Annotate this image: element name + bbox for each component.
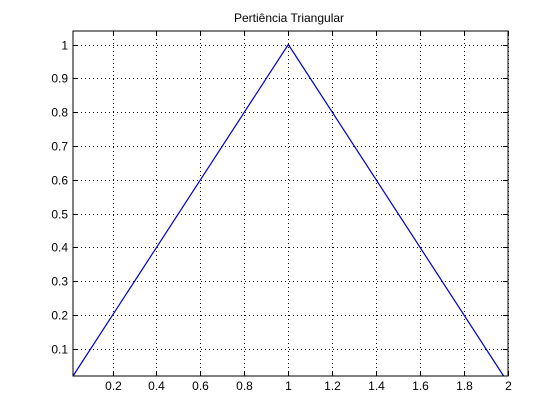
y-tick-label: 0.4: [51, 241, 68, 255]
y-tick-label: 1: [61, 39, 68, 53]
x-tick-label: 1.2: [324, 379, 341, 393]
x-tick-label: 1: [285, 379, 292, 393]
x-tick-label: 2: [505, 379, 512, 393]
x-tick-label: 1.4: [368, 379, 385, 393]
y-tick-label: 0.7: [51, 140, 68, 154]
plot-area-border: [72, 30, 509, 377]
chart-title: Pertiência Triangular: [234, 11, 344, 25]
x-tick-label: 0.2: [105, 379, 122, 393]
y-tick-label: 0.1: [51, 343, 68, 357]
y-tick-label: 0.9: [51, 72, 68, 86]
series-line: [72, 43, 505, 377]
x-tick-label: 1.6: [412, 379, 429, 393]
x-tick-label: 0.6: [192, 379, 209, 393]
x-tick-label: 0.8: [236, 379, 253, 393]
y-tick-label: 0.2: [51, 309, 68, 323]
tick-labels: 0.2 0.4 0.6 0.8 1 1.2 1.4 1.6 1.8 2 0.1 0.2 0.3 0.4 0.…: [51, 39, 512, 394]
y-tick-label: 0.8: [51, 106, 68, 120]
series-layer: [72, 43, 505, 377]
y-tick-label: 0.3: [51, 275, 68, 289]
y-tick-label: 0.5: [51, 208, 68, 222]
x-tick-label: 0.4: [148, 379, 165, 393]
x-tick-label: 1.8: [456, 379, 473, 393]
y-tick-label: 0.6: [51, 174, 68, 188]
ticks: [73, 31, 509, 376]
